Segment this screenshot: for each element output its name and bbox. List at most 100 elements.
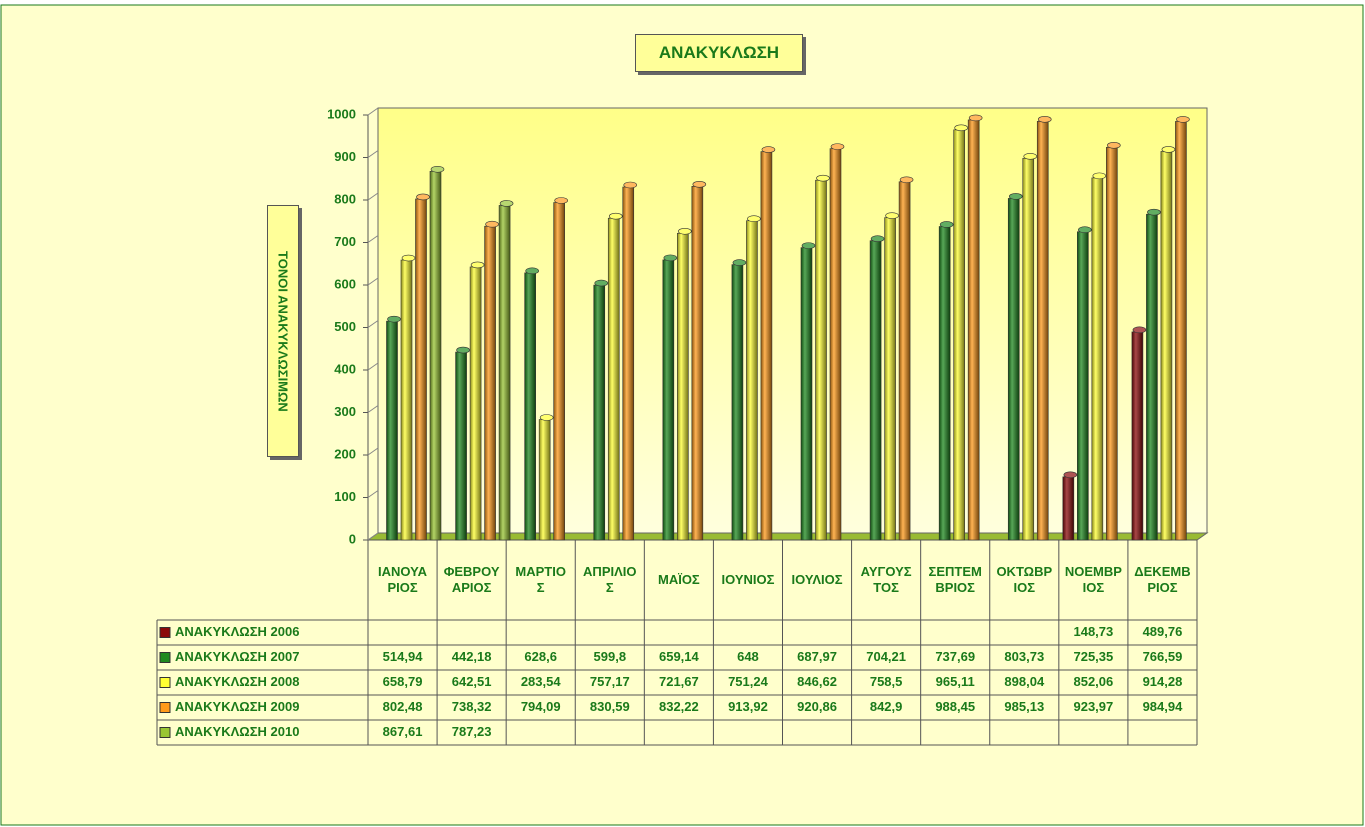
bar xyxy=(429,170,442,541)
bar-top xyxy=(663,254,678,262)
bar-top xyxy=(1176,116,1190,123)
y-tick-label: 900 xyxy=(334,149,356,164)
wall-tick xyxy=(367,490,379,498)
y-tick-label: 200 xyxy=(334,446,356,461)
table-value: 920,86 xyxy=(797,699,837,714)
bar xyxy=(1062,476,1075,541)
table-value: 704,21 xyxy=(866,649,906,664)
table-value: 867,61 xyxy=(383,724,423,739)
bar-top xyxy=(801,242,816,249)
table-value: 737,69 xyxy=(935,649,975,664)
bar xyxy=(691,186,704,541)
y-tick-label: 500 xyxy=(334,319,356,334)
bar-top xyxy=(885,212,899,219)
bar-top xyxy=(525,267,539,275)
bar xyxy=(746,220,758,541)
bar-top xyxy=(870,235,885,243)
bar xyxy=(622,186,635,541)
bar xyxy=(760,151,773,541)
bar xyxy=(1077,231,1089,541)
y-tick-label: 1000 xyxy=(327,106,356,121)
bar-top xyxy=(939,221,954,228)
y-tick-label: 600 xyxy=(334,276,356,291)
y-tick-label: 0 xyxy=(349,531,356,546)
table-value: 721,67 xyxy=(659,674,699,689)
bar xyxy=(815,179,827,541)
wall-tick xyxy=(367,150,379,158)
bar xyxy=(593,284,606,541)
bar-top xyxy=(430,165,445,173)
table-value: 658,79 xyxy=(383,674,423,689)
bar-top xyxy=(594,279,609,287)
bar xyxy=(553,202,565,541)
bar-top xyxy=(1063,471,1078,479)
bar xyxy=(469,266,482,541)
bar-top xyxy=(747,215,761,223)
bar xyxy=(1007,198,1020,541)
bar-top xyxy=(416,193,430,201)
table-value: 832,22 xyxy=(659,699,699,714)
bar-top xyxy=(485,220,499,228)
bar xyxy=(829,148,842,541)
bar xyxy=(967,119,980,541)
table-value: 985,13 xyxy=(1004,699,1044,714)
bar xyxy=(869,240,882,541)
table-value: 846,62 xyxy=(797,674,837,689)
y-tick-label: 700 xyxy=(334,234,356,249)
bar xyxy=(1022,158,1035,541)
bar-top xyxy=(1037,116,1052,123)
table-value: 659,14 xyxy=(659,649,700,664)
table-value: 648 xyxy=(737,649,759,664)
table-value: 984,94 xyxy=(1143,699,1184,714)
bar xyxy=(677,232,689,541)
table-value: 965,11 xyxy=(936,674,975,689)
legend-label: ΑΝΑΚΥΚΛΩΣΗ 2008 xyxy=(175,674,299,689)
y-tick-label: 300 xyxy=(334,404,356,419)
table-value: 766,59 xyxy=(1143,649,1183,664)
table-value: 852,06 xyxy=(1073,674,1113,689)
bar-top xyxy=(1023,153,1038,160)
wall-tick xyxy=(367,405,379,413)
table-value: 751,24 xyxy=(728,674,769,689)
table-value: 787,23 xyxy=(452,724,492,739)
bar-top xyxy=(608,212,623,220)
legend-key xyxy=(159,652,171,663)
table-value: 725,35 xyxy=(1073,649,1113,664)
bar-top xyxy=(456,346,470,354)
table-value: 758,5 xyxy=(870,674,903,689)
bar xyxy=(400,259,413,541)
x-tick-label: ΑΠΡΙΛΙΟΣ xyxy=(583,564,637,595)
bar-top xyxy=(1161,146,1176,153)
legend-key xyxy=(159,702,171,713)
table-value: 738,32 xyxy=(452,699,492,714)
bar-top xyxy=(830,143,845,150)
wall-tick xyxy=(367,107,379,116)
bar xyxy=(524,272,536,541)
bar-top xyxy=(470,261,485,269)
bar xyxy=(1091,177,1104,541)
bar xyxy=(1146,213,1158,541)
wall-tick xyxy=(367,235,379,243)
bar xyxy=(731,264,744,541)
table-value: 687,97 xyxy=(797,649,837,664)
bar-top xyxy=(1008,193,1023,200)
wall-tick xyxy=(367,192,379,201)
y-tick-label: 400 xyxy=(334,361,356,376)
wall-tick xyxy=(367,362,379,371)
legend-label: ΑΝΑΚΥΚΛΩΣΗ 2009 xyxy=(175,699,299,714)
wall-tick xyxy=(367,447,379,456)
wall-tick xyxy=(367,532,379,541)
y-tick-label: 800 xyxy=(334,191,356,206)
table-value: 514,94 xyxy=(383,649,424,664)
table-value: 628,6 xyxy=(524,649,557,664)
bar xyxy=(498,205,511,541)
bar-top xyxy=(1107,142,1121,149)
wall-tick xyxy=(367,277,379,286)
bar-top xyxy=(554,197,568,204)
bar xyxy=(1175,121,1187,541)
table-value: 842,9 xyxy=(870,699,903,714)
legend-label: ΑΝΑΚΥΚΛΩΣΗ 2007 xyxy=(175,649,299,664)
table-value: 923,97 xyxy=(1073,699,1113,714)
